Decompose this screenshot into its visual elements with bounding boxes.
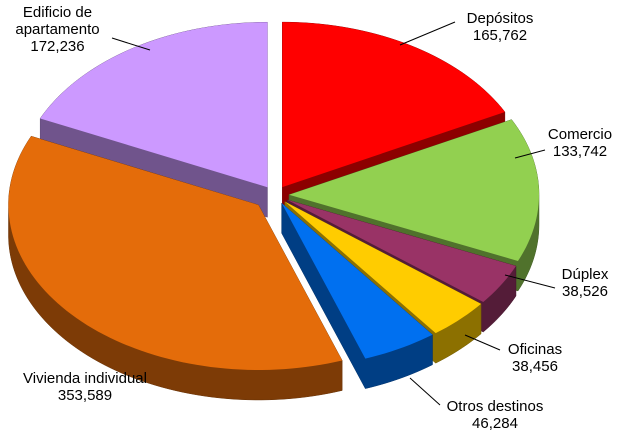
category-label: Otros destinos [446,398,544,415]
leader-line [514,149,546,159]
value-label: 38,526 [562,283,608,300]
leader-line [504,274,556,289]
data-label: Oficinas 38,456 [490,341,580,375]
slice [8,136,343,370]
value-label: 38,456 [512,358,558,375]
slice [284,201,482,334]
slice [288,119,539,261]
value-label: 46,284 [472,415,518,432]
value-label: 165,762 [472,27,528,44]
value-label: 353,589 [57,387,113,404]
data-label: Depósitos 165,762 [445,10,555,44]
data-label: Comercio 133,742 [530,126,630,160]
leader-line [409,377,441,406]
slice [281,203,433,359]
data-label: Otros destinos 46,284 [435,398,555,432]
category-label: Comercio [547,126,613,143]
leader-line [464,334,501,351]
slice [40,22,268,188]
category-label: Vivienda individual [23,370,147,387]
category-label: Edificio de apartamento [15,4,100,38]
data-label: Dúplex 38,526 [540,266,630,300]
data-label: Vivienda individual 353,589 [20,370,150,404]
category-label: Depósitos [466,10,534,27]
slice [287,199,516,302]
slice [282,22,505,188]
data-label: Edificio de apartamento 172,236 [0,4,115,55]
value-label: 133,742 [552,143,608,160]
value-label: 172,236 [30,38,85,55]
category-label: Oficinas [507,341,563,358]
category-label: Dúplex [561,266,609,283]
leader-line [399,21,456,46]
leader-line [111,37,151,51]
